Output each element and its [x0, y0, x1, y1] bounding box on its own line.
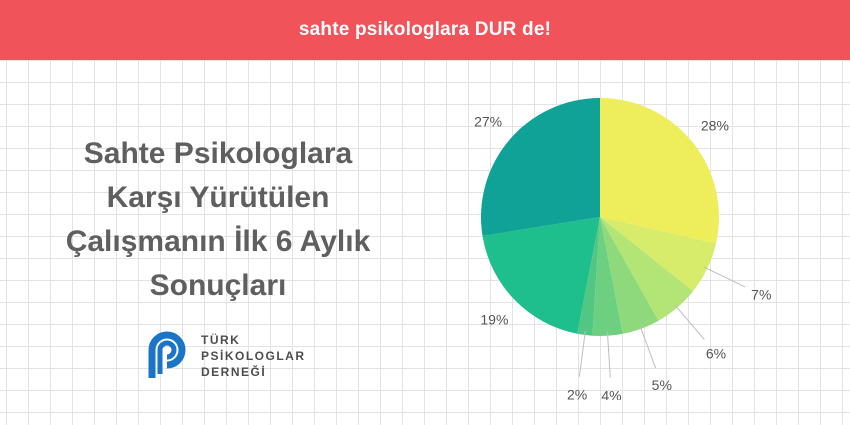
logo-line-1: TÜRK — [201, 333, 241, 347]
slice-label-2: 7% — [751, 287, 771, 303]
pie-slice-2 — [600, 217, 717, 292]
leader-line-6 — [578, 331, 586, 377]
leader-line-3 — [674, 304, 705, 340]
slice-label-5: 4% — [601, 388, 621, 400]
tpd-logo-icon — [148, 331, 186, 378]
pie-slice-7 — [482, 217, 600, 334]
pie-slice-4 — [600, 217, 659, 334]
slice-label-3: 6% — [706, 345, 726, 361]
top-banner: sahte psikologlara DUR de! — [0, 0, 850, 60]
logo: TÜRK PSİKOLOGLAR DERNEĞİ — [143, 328, 333, 384]
slice-label-8: 27% — [474, 114, 502, 130]
logo-text: TÜRK PSİKOLOGLAR DERNEĞİ — [201, 332, 306, 380]
pie-slice-1 — [600, 98, 720, 244]
slice-label-6: 2% — [567, 387, 587, 401]
logo-line-2: PSİKOLOGLAR — [201, 349, 306, 363]
pie-slice-5 — [592, 217, 623, 337]
headline-line-3: Çalışmanın İlk 6 Aylık — [65, 225, 371, 258]
slice-label-1: 28% — [701, 117, 729, 133]
leader-line-4 — [639, 324, 657, 369]
pie-slice-8 — [481, 98, 600, 236]
headline: Sahte Psikologlara Karşı Yürütülen Çalış… — [38, 132, 398, 308]
pie-chart: 28% 7% 6% 5% 4% 2% 19% 27% — [474, 98, 771, 401]
slice-label-4: 5% — [652, 377, 672, 393]
headline-line-2: Karşı Yürütülen — [106, 181, 330, 214]
logo-line-3: DERNEĞİ — [201, 365, 267, 379]
leader-line-5 — [606, 331, 611, 378]
slice-label-7: 19% — [480, 311, 508, 327]
headline-line-1: Sahte Psikologlara — [83, 137, 353, 170]
pie-slice-6 — [577, 217, 600, 336]
pie-slice-3 — [600, 217, 694, 321]
headline-line-4: Sonuçları — [149, 269, 287, 302]
banner-text: sahte psikologlara DUR de! — [298, 19, 552, 40]
leader-line-2 — [703, 266, 746, 288]
